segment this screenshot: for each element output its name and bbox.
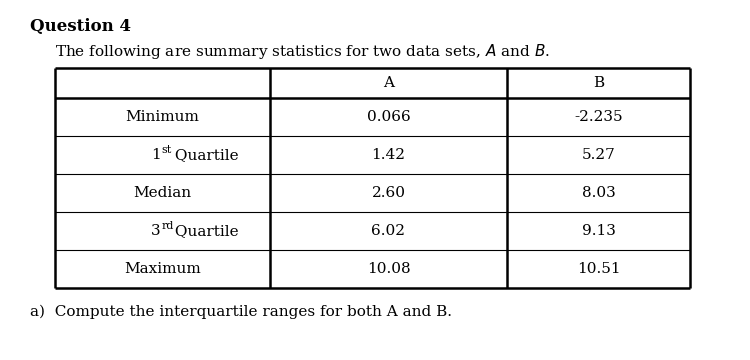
Text: Quartile: Quartile (170, 148, 238, 162)
Text: Quartile: Quartile (170, 224, 238, 238)
Text: Maximum: Maximum (124, 262, 201, 276)
Text: 5.27: 5.27 (582, 148, 615, 162)
Text: st: st (161, 145, 172, 155)
Text: A: A (383, 76, 394, 90)
Text: 3: 3 (151, 224, 160, 238)
Text: Question 4: Question 4 (30, 18, 131, 35)
Text: rd: rd (161, 221, 174, 231)
Text: 1: 1 (151, 148, 160, 162)
Text: 6.02: 6.02 (371, 224, 406, 238)
Text: -2.235: -2.235 (574, 110, 622, 124)
Text: 2.60: 2.60 (371, 186, 406, 200)
Text: 10.51: 10.51 (577, 262, 620, 276)
Text: a)  Compute the interquartile ranges for both A and B.: a) Compute the interquartile ranges for … (30, 305, 452, 319)
Text: Minimum: Minimum (125, 110, 200, 124)
Text: Median: Median (134, 186, 191, 200)
Text: 0.066: 0.066 (367, 110, 410, 124)
Text: 1.42: 1.42 (371, 148, 406, 162)
Text: The following are summary statistics for two data sets, $\mathit{A}$ and $\mathi: The following are summary statistics for… (55, 42, 550, 61)
Text: 9.13: 9.13 (581, 224, 616, 238)
Text: 10.08: 10.08 (367, 262, 410, 276)
Text: B: B (593, 76, 604, 90)
Text: 8.03: 8.03 (582, 186, 615, 200)
